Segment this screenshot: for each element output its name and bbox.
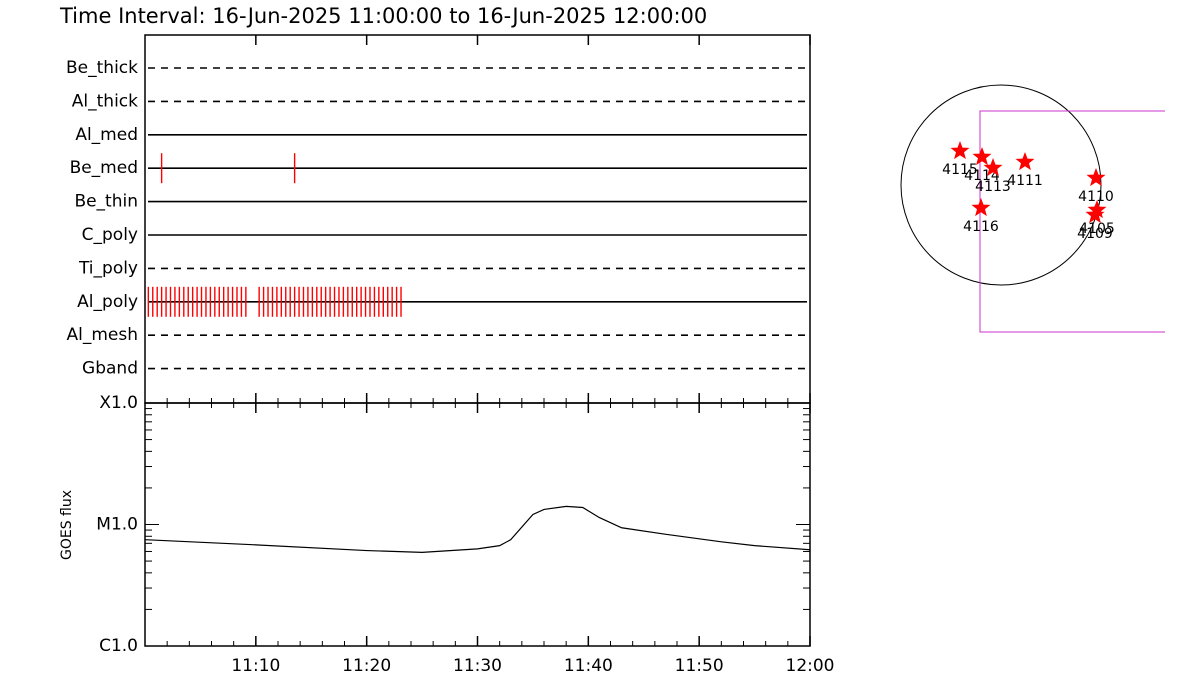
active-region-marker	[1086, 168, 1106, 187]
filter-label: Be_thin	[74, 192, 138, 212]
active-region-label: 4111	[1007, 173, 1043, 189]
active-region-marker	[1087, 200, 1107, 219]
active-region-marker	[1015, 152, 1035, 171]
x-tick-label: 11:10	[231, 656, 280, 676]
filter-label: Be_thick	[66, 58, 138, 78]
fov-box	[979, 110, 1165, 333]
active-region-label: 4115	[942, 162, 978, 178]
y-tick-label: C1.0	[99, 636, 138, 656]
active-region-label: 4109	[1077, 226, 1113, 242]
active-region-marker	[972, 147, 992, 166]
active-region-marker	[950, 141, 970, 160]
x-tick-label: 11:30	[453, 656, 502, 676]
filter-label: Al_poly	[77, 292, 138, 312]
active-region-label: 4110	[1078, 189, 1114, 205]
x-tick-label: 11:50	[675, 656, 724, 676]
chart-title: Time Interval: 16-Jun-2025 11:00:00 to 1…	[59, 4, 707, 28]
active-region-label: 4105	[1079, 221, 1115, 237]
filter-label: Gband	[82, 359, 138, 379]
filter-label: Al_med	[75, 125, 138, 145]
y-tick-label: X1.0	[99, 393, 138, 413]
filter-label: Al_mesh	[66, 325, 138, 345]
y-tick-label: M1.0	[96, 515, 138, 535]
active-region-marker	[983, 158, 1003, 177]
filter-label: Ti_poly	[78, 258, 138, 278]
goes-curve	[144, 505, 811, 553]
y-axis-label: GOES flux	[59, 490, 75, 560]
x-tick-label: 11:20	[342, 656, 391, 676]
filter-label: C_poly	[82, 225, 138, 245]
x-tick-label: 12:00	[786, 656, 835, 676]
active-region-label: 4116	[963, 219, 999, 235]
active-region-marker	[971, 198, 991, 217]
filter-label: Al_thick	[72, 91, 138, 111]
active-region-marker	[1085, 205, 1105, 224]
active-region-label: 4113	[975, 179, 1011, 195]
x-tick-label: 11:40	[564, 656, 613, 676]
filter-label: Be_med	[70, 158, 138, 178]
